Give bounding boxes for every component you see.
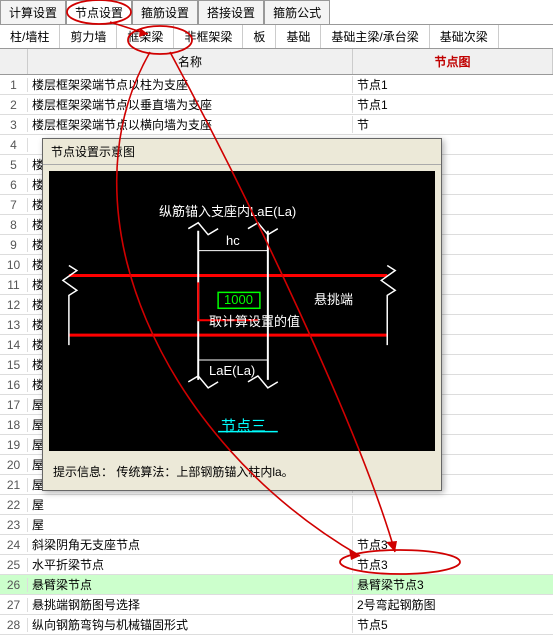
cell-number: 6 — [0, 178, 28, 192]
cell-number: 21 — [0, 478, 28, 492]
cell-number: 20 — [0, 458, 28, 472]
sub-tab-1[interactable]: 剪力墙 — [60, 25, 117, 48]
cell-number: 23 — [0, 518, 28, 532]
cell-number: 28 — [0, 618, 28, 632]
cell-node: 节点1 — [353, 96, 553, 113]
main-tab-bar: 计算设置节点设置箍筋设置搭接设置箍筋公式 — [0, 0, 553, 25]
cell-node: 2号弯起钢筋图 — [353, 596, 553, 613]
cell-number: 8 — [0, 218, 28, 232]
main-tab-0[interactable]: 计算设置 — [0, 0, 66, 24]
cell-number: 15 — [0, 358, 28, 372]
cell-name: 楼层框架梁端节点以垂直墙为支座 — [28, 96, 353, 113]
cell-number: 24 — [0, 538, 28, 552]
table-row[interactable]: 24斜梁阴角无支座节点节点3 — [0, 535, 553, 555]
cell-name: 楼层框架梁端节点以横向墙为支座 — [28, 116, 353, 133]
sub-tab-5[interactable]: 基础 — [276, 25, 321, 48]
cell-number: 27 — [0, 598, 28, 612]
cell-number: 14 — [0, 338, 28, 352]
cell-number: 12 — [0, 298, 28, 312]
diagram-right-label: 悬挑端 — [314, 289, 353, 308]
cell-name: 纵向钢筋弯钩与机械锚固形式 — [28, 616, 353, 633]
main-tab-1[interactable]: 节点设置 — [66, 0, 132, 24]
cell-node: 悬臂梁节点3 — [353, 576, 553, 593]
col-number — [0, 49, 28, 74]
cell-number: 9 — [0, 238, 28, 252]
table-row[interactable]: 22屋 — [0, 495, 553, 515]
sub-tab-6[interactable]: 基础主梁/承台梁 — [321, 25, 429, 48]
diagram-calc-label: 取计算设置的值 — [209, 311, 300, 330]
main-tab-4[interactable]: 箍筋公式 — [264, 0, 330, 24]
diagram-value: 1000 — [224, 292, 253, 307]
sub-tab-2[interactable]: 框架梁 — [117, 25, 174, 48]
cell-number: 18 — [0, 418, 28, 432]
sub-tab-7[interactable]: 基础次梁 — [430, 25, 499, 48]
table-header: 名称 节点图 — [0, 49, 553, 75]
cell-name: 悬挑端钢筋图号选择 — [28, 596, 353, 613]
table-row[interactable]: 27悬挑端钢筋图号选择2号弯起钢筋图 — [0, 595, 553, 615]
table-row[interactable]: 2楼层框架梁端节点以垂直墙为支座节点1 — [0, 95, 553, 115]
popup-title: 节点设置示意图 — [43, 139, 441, 165]
diagram-popup: 节点设置示意图 — [42, 138, 442, 491]
sub-tab-4[interactable]: 板 — [243, 25, 276, 48]
cell-name: 水平折梁节点 — [28, 556, 353, 573]
sub-tab-0[interactable]: 柱/墙柱 — [0, 25, 60, 48]
cell-name: 屋 — [28, 516, 353, 533]
popup-hint: 提示信息： 传统算法：上部钢筋锚入柱内la。 — [43, 457, 441, 490]
cell-name: 屋 — [28, 496, 353, 513]
table-row[interactable]: 1楼层框架梁端节点以柱为支座节点1 — [0, 75, 553, 95]
cell-number: 17 — [0, 398, 28, 412]
cell-number: 5 — [0, 158, 28, 172]
cell-node: 节 — [353, 116, 553, 133]
diagram-lae-label: LaE(La) — [209, 363, 255, 378]
cell-number: 26 — [0, 578, 28, 592]
cell-number: 3 — [0, 118, 28, 132]
table-row[interactable]: 28纵向钢筋弯钩与机械锚固形式节点5 — [0, 615, 553, 635]
cell-name: 悬臂梁节点 — [28, 576, 353, 593]
diagram-canvas: 纵筋锚入支座内LaE(La) hc 1000 悬挑端 取计算设置的值 LaE(L… — [49, 171, 435, 451]
cell-number: 16 — [0, 378, 28, 392]
cell-node: 节点5 — [353, 616, 553, 633]
cell-name: 斜梁阴角无支座节点 — [28, 536, 353, 553]
cell-node: 节点1 — [353, 76, 553, 93]
sub-tab-bar: 柱/墙柱剪力墙框架梁非框架梁板基础基础主梁/承台梁基础次梁 — [0, 25, 553, 49]
table-row[interactable]: 3楼层框架梁端节点以横向墙为支座节 — [0, 115, 553, 135]
col-name: 名称 — [28, 49, 353, 74]
cell-name: 楼层框架梁端节点以柱为支座 — [28, 76, 353, 93]
cell-number: 22 — [0, 498, 28, 512]
cell-node: 节点3 — [353, 536, 553, 553]
cell-number: 1 — [0, 78, 28, 92]
diagram-top-label: 纵筋锚入支座内LaE(La) — [159, 201, 296, 220]
table-row[interactable]: 23屋 — [0, 515, 553, 535]
cell-number: 19 — [0, 438, 28, 452]
sub-tab-3[interactable]: 非框架梁 — [174, 25, 243, 48]
cell-number: 25 — [0, 558, 28, 572]
cell-node: 节点3 — [353, 556, 553, 573]
cell-number: 11 — [0, 278, 28, 292]
main-tab-3[interactable]: 搭接设置 — [198, 0, 264, 24]
table-row[interactable]: 26悬臂梁节点悬臂梁节点3 — [0, 575, 553, 595]
cell-number: 7 — [0, 198, 28, 212]
table-row[interactable]: 25水平折梁节点节点3 — [0, 555, 553, 575]
diagram-node-name: 节点三 — [221, 415, 266, 436]
diagram-hc-label: hc — [226, 233, 240, 248]
cell-number: 2 — [0, 98, 28, 112]
col-node: 节点图 — [353, 49, 553, 74]
cell-number: 4 — [0, 138, 28, 152]
cell-number: 13 — [0, 318, 28, 332]
cell-number: 10 — [0, 258, 28, 272]
main-tab-2[interactable]: 箍筋设置 — [132, 0, 198, 24]
